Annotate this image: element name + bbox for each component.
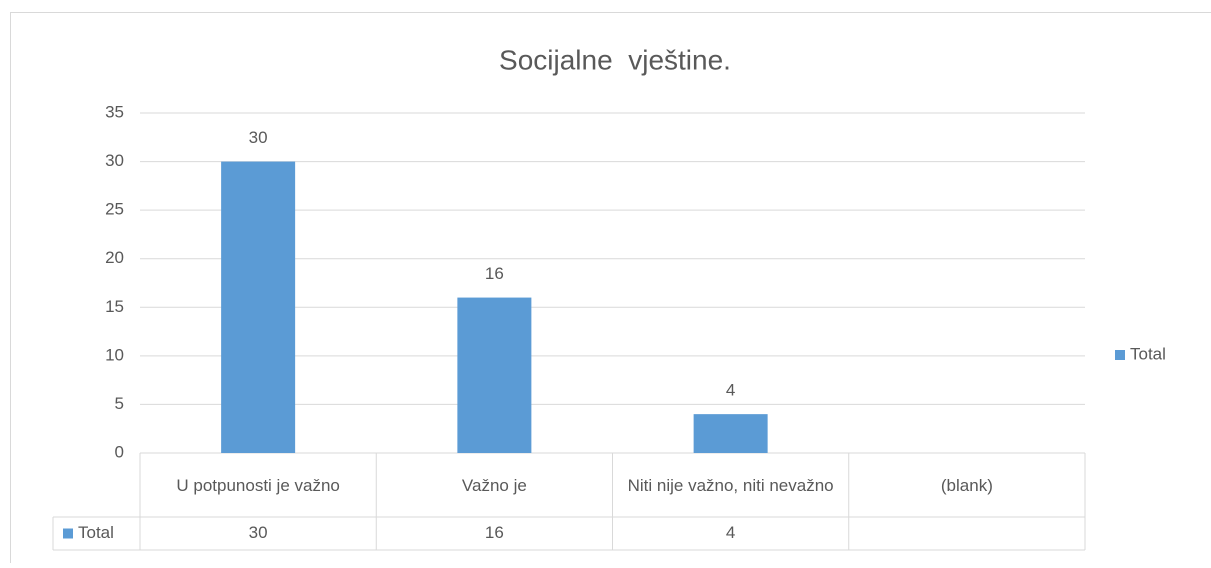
y-tick-label: 5 (115, 394, 124, 413)
x-category-cell: Niti nije važno, niti nevažno (613, 453, 849, 517)
x-category-cell: U potpunosti je važno (140, 453, 376, 517)
x-category-cell: Važno je (376, 453, 612, 517)
y-tick-label: 0 (115, 442, 124, 461)
bar (221, 162, 295, 453)
table-series-name: Total (78, 523, 114, 542)
bar (694, 414, 768, 453)
x-tick-label: (blank) (849, 453, 1085, 517)
table-value: 30 (249, 523, 268, 542)
bar (457, 298, 531, 453)
y-tick-label: 10 (105, 345, 124, 364)
y-tick-label: 35 (105, 102, 124, 121)
chart-title: Socijalne vještine. (499, 44, 731, 75)
x-tick-label: U potpunosti je važno (140, 453, 376, 517)
table-legend-key (63, 529, 73, 539)
table-value: 4 (726, 523, 735, 542)
data-label: 16 (485, 264, 504, 283)
x-tick-label: Važno je (376, 453, 612, 517)
y-tick-label: 15 (105, 297, 124, 316)
x-category-cell: (blank) (849, 453, 1085, 517)
table-value: 16 (485, 523, 504, 542)
data-label: 4 (726, 381, 735, 400)
x-tick-label: Niti nije važno, niti nevažno (613, 453, 849, 517)
data-label: 30 (249, 128, 268, 147)
legend-key (1115, 350, 1125, 360)
legend-label: Total (1130, 344, 1166, 363)
y-tick-label: 25 (105, 200, 124, 219)
y-tick-label: 30 (105, 151, 124, 170)
y-tick-label: 20 (105, 248, 124, 267)
